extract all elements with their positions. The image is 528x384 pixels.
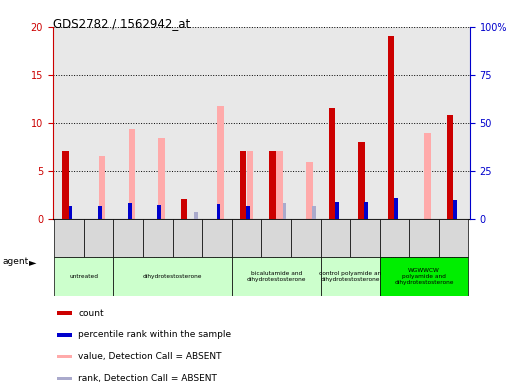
Bar	[240, 151, 246, 219]
Bar	[447, 115, 454, 219]
Bar	[57, 377, 72, 380]
Bar	[380, 219, 409, 257]
Bar	[277, 151, 283, 219]
Bar	[439, 219, 468, 257]
Bar	[364, 202, 369, 219]
Bar	[409, 219, 439, 257]
Bar	[246, 206, 250, 219]
Bar	[62, 151, 69, 219]
Bar	[388, 36, 394, 219]
Bar	[453, 200, 457, 219]
Bar	[69, 206, 72, 219]
Bar	[57, 333, 72, 337]
Bar	[306, 162, 313, 219]
Bar	[218, 106, 224, 219]
Bar	[425, 134, 431, 219]
Bar	[261, 219, 291, 257]
Bar	[247, 151, 253, 219]
Bar	[114, 257, 232, 296]
Text: agent: agent	[3, 257, 29, 266]
Bar	[312, 206, 316, 219]
Bar	[358, 142, 365, 219]
Bar	[320, 219, 350, 257]
Bar	[282, 203, 286, 219]
Bar	[269, 151, 276, 219]
Bar	[143, 219, 173, 257]
Bar	[54, 219, 84, 257]
Bar	[173, 219, 202, 257]
Bar	[350, 219, 380, 257]
Text: count: count	[78, 308, 104, 318]
Bar	[181, 199, 187, 219]
Text: value, Detection Call = ABSENT: value, Detection Call = ABSENT	[78, 352, 222, 361]
Text: dihydrotestosterone: dihydrotestosterone	[143, 274, 202, 279]
Bar	[157, 205, 161, 219]
Bar	[291, 219, 320, 257]
Bar	[380, 257, 468, 296]
Bar	[320, 257, 380, 296]
Text: ►: ►	[29, 257, 36, 267]
Bar	[54, 257, 114, 296]
Text: untreated: untreated	[69, 274, 98, 279]
Bar	[328, 108, 335, 219]
Bar	[216, 204, 220, 219]
Bar	[128, 204, 131, 219]
Text: GDS2782 / 1562942_at: GDS2782 / 1562942_at	[53, 17, 190, 30]
Text: bicalutamide and
dihydrotestosterone: bicalutamide and dihydrotestosterone	[247, 271, 306, 282]
Text: WGWWCW
polyamide and
dihydrotestosterone: WGWWCW polyamide and dihydrotestosterone	[394, 268, 454, 285]
Bar	[128, 129, 135, 219]
Bar	[84, 219, 114, 257]
Bar	[232, 219, 261, 257]
Bar	[57, 311, 72, 315]
Bar	[202, 219, 232, 257]
Bar	[158, 138, 165, 219]
Bar	[232, 257, 320, 296]
Bar	[394, 199, 398, 219]
Bar	[57, 355, 72, 358]
Bar	[98, 207, 102, 219]
Text: control polyamide an
dihydrotestosterone: control polyamide an dihydrotestosterone	[319, 271, 381, 282]
Bar	[114, 219, 143, 257]
Text: rank, Detection Call = ABSENT: rank, Detection Call = ABSENT	[78, 374, 217, 383]
Bar	[194, 212, 197, 219]
Bar	[99, 157, 106, 219]
Bar	[335, 202, 339, 219]
Text: percentile rank within the sample: percentile rank within the sample	[78, 330, 231, 339]
